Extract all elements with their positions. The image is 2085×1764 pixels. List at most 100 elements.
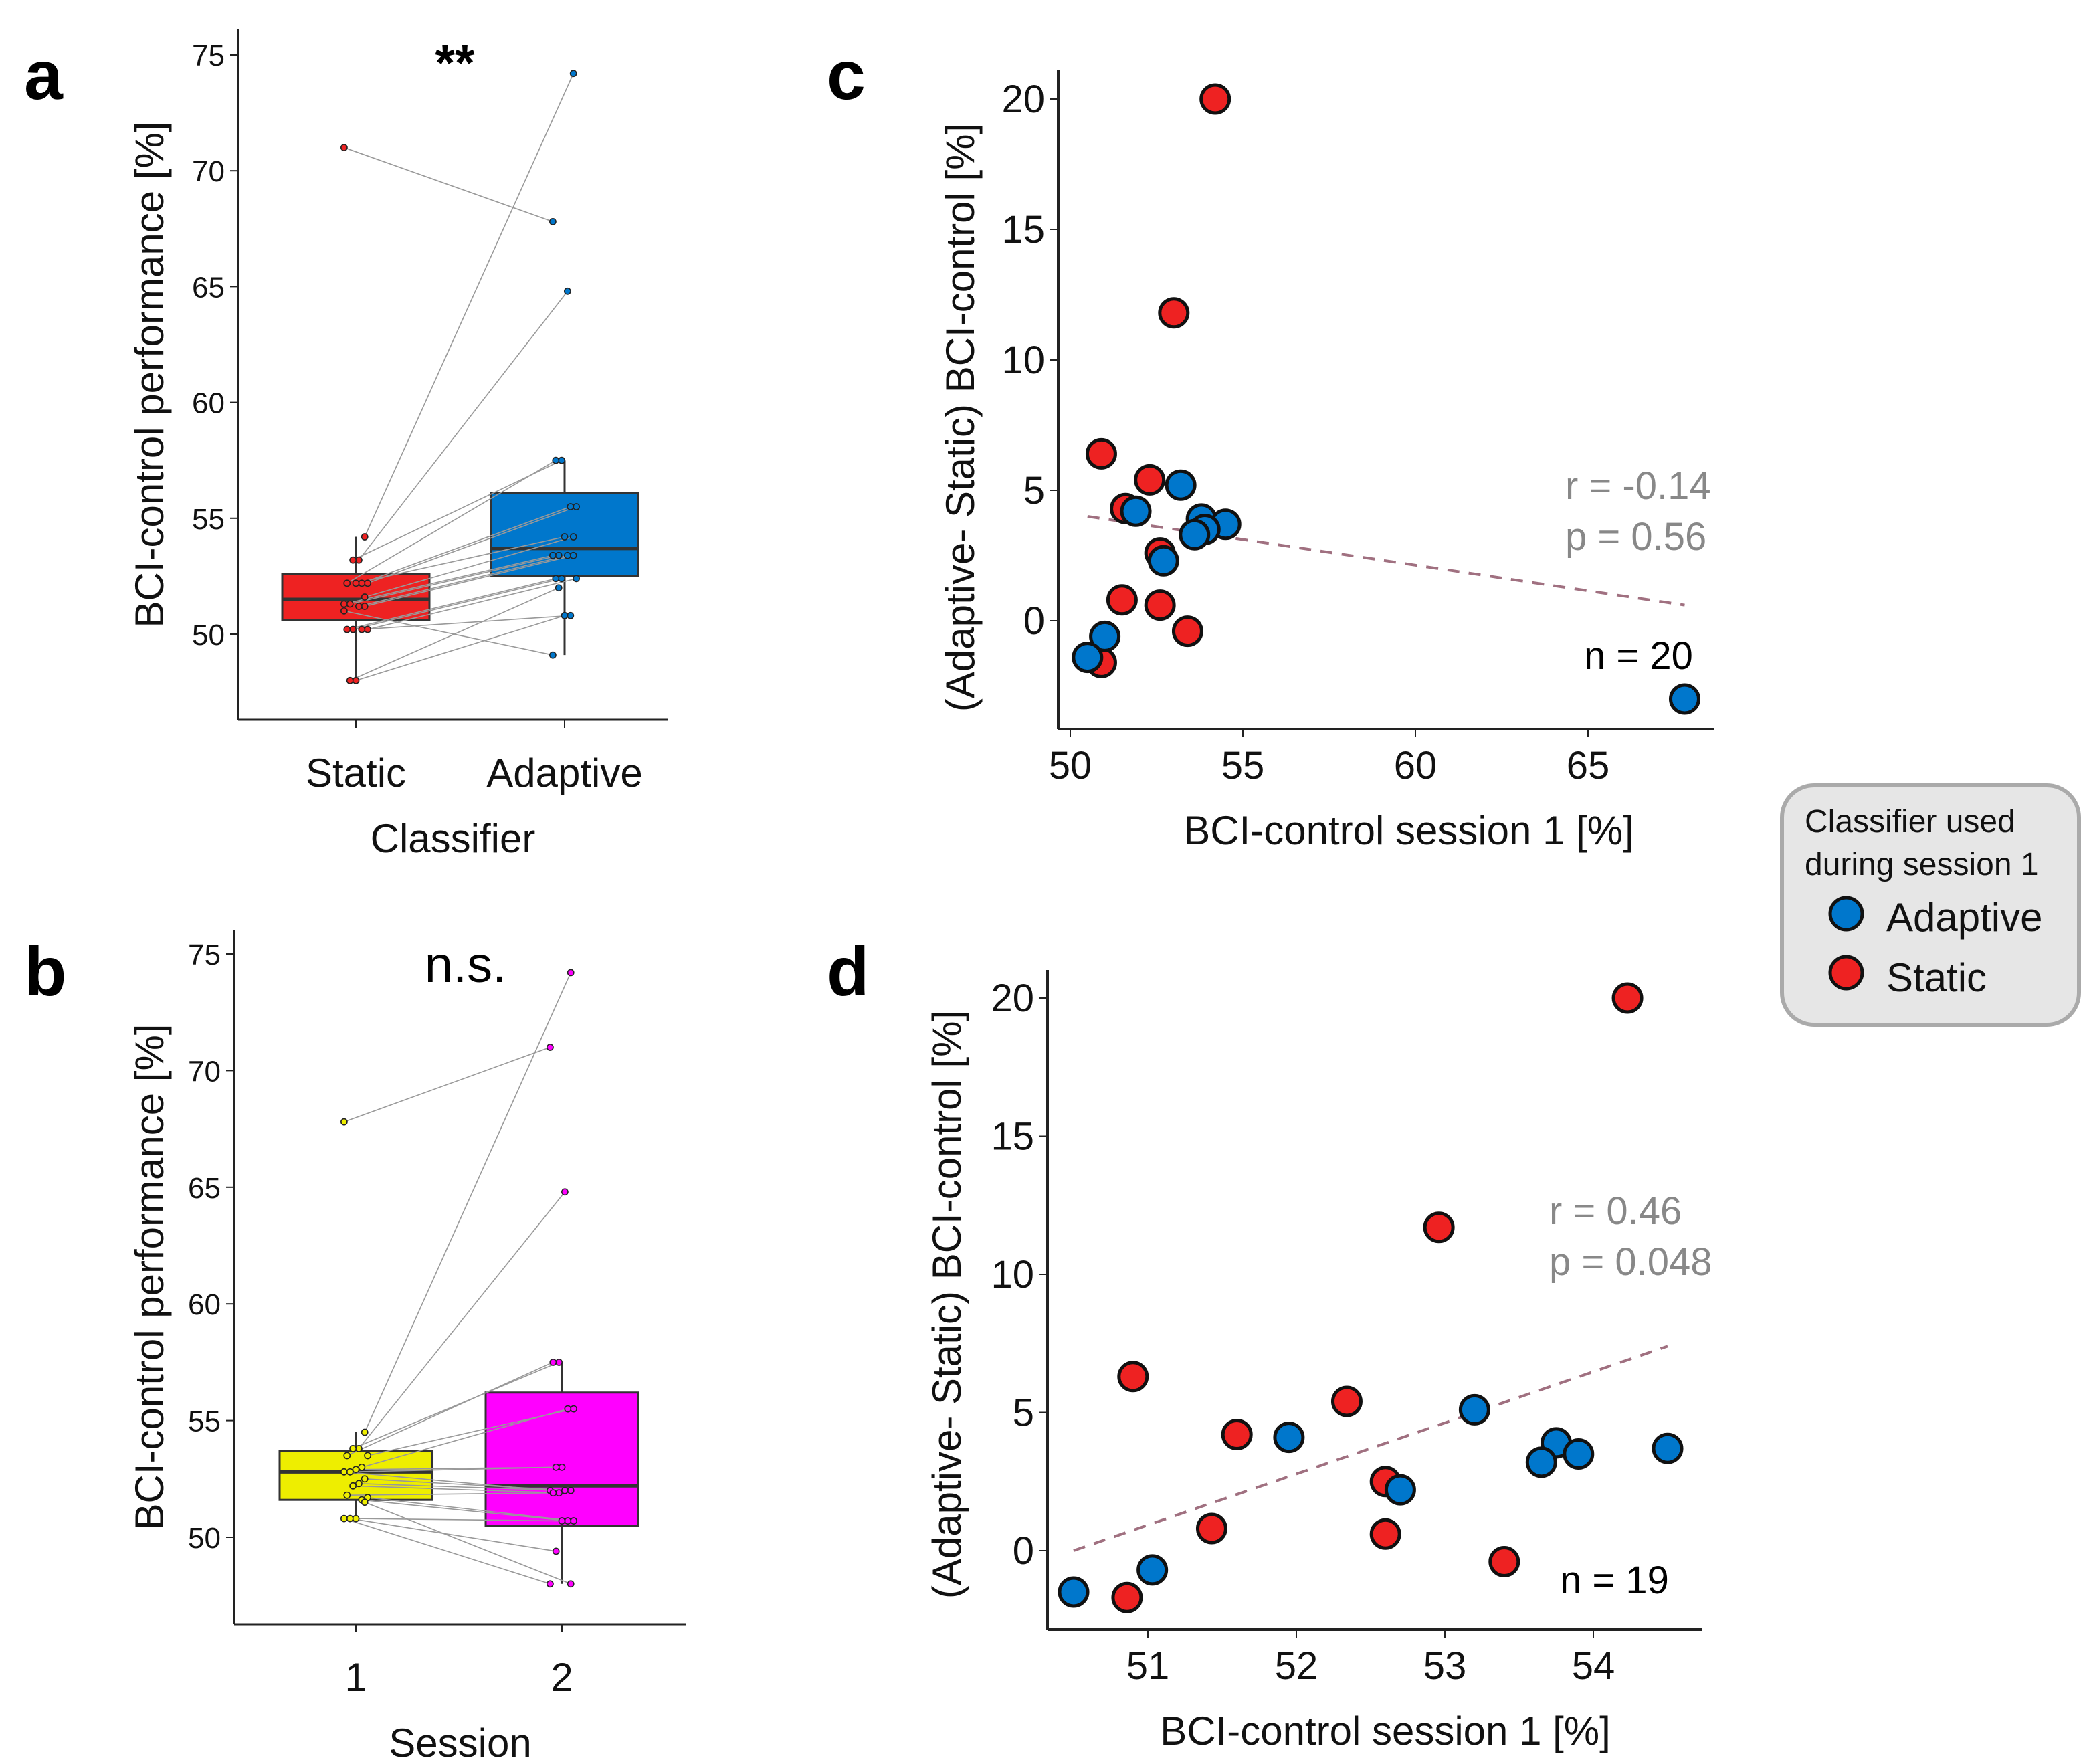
data-point — [346, 676, 354, 684]
data-point — [340, 144, 348, 151]
data-point — [569, 533, 577, 541]
x-tick-label: 54 — [1572, 1644, 1615, 1688]
x-axis-title: BCI-control session 1 [%] — [1183, 808, 1634, 853]
data-point — [567, 1486, 575, 1494]
data-point — [549, 1359, 557, 1366]
data-point — [573, 575, 580, 583]
data-point-adaptive — [1668, 683, 1700, 715]
panel-label-a: a — [24, 37, 64, 114]
data-point — [340, 607, 348, 615]
pair-line — [350, 1518, 557, 1552]
correlation-r-label: r = 0.46 — [1549, 1189, 1682, 1233]
data-point-adaptive — [1563, 1438, 1595, 1470]
data-point — [361, 1475, 369, 1483]
pair-line — [350, 555, 559, 605]
panel-c-scatter: 0 5 10 15 20 50 55 60 65 BCI-control session 1 [%… — [938, 70, 1714, 853]
data-point — [340, 600, 348, 608]
significance-label: n.s. — [425, 937, 507, 993]
data-point-adaptive — [1179, 518, 1211, 551]
legend-title-line1: Classifier used — [1805, 804, 2015, 840]
panel-label-d: d — [827, 933, 870, 1011]
y-tick-label: 50 — [192, 619, 225, 652]
data-point — [346, 600, 354, 608]
y-axis-title: BCI-control performance [%] — [127, 1024, 172, 1531]
data-point — [355, 603, 363, 610]
data-point — [358, 1463, 366, 1471]
y-tick-label: 20 — [991, 977, 1034, 1020]
data-point — [552, 1547, 560, 1555]
legend: Classifier used during session 1 Adaptiv… — [1780, 783, 2081, 1027]
pair-line — [346, 1492, 553, 1496]
pair-line — [367, 578, 577, 630]
pair-line — [350, 1466, 557, 1473]
data-point-static — [1111, 1581, 1143, 1613]
data-point-static — [1330, 1385, 1363, 1417]
data-point — [552, 456, 560, 464]
data-point — [547, 1044, 554, 1051]
data-point — [361, 1428, 369, 1436]
y-tick-label: 70 — [192, 155, 225, 188]
data-point — [355, 556, 363, 564]
y-tick-label: 15 — [991, 1115, 1034, 1159]
data-point-static — [1134, 464, 1166, 496]
pair-line — [359, 555, 568, 607]
data-point — [364, 579, 371, 587]
data-point — [555, 1359, 563, 1366]
data-point — [352, 1514, 360, 1523]
x-axis-title: BCI-control session 1 [%] — [1160, 1708, 1611, 1753]
data-point — [549, 218, 557, 225]
data-point — [567, 969, 575, 977]
data-point — [361, 533, 369, 541]
x-tick-label: 52 — [1275, 1644, 1318, 1688]
data-point — [567, 611, 575, 619]
data-point — [564, 287, 571, 295]
data-point-adaptive — [1525, 1446, 1557, 1478]
data-point — [343, 1491, 351, 1499]
pair-line — [355, 536, 565, 584]
data-point — [346, 1468, 354, 1476]
data-point — [547, 1580, 554, 1588]
data-point — [352, 579, 360, 587]
panel-b-boxplot: 50 55 60 65 70 75 1 2 Session BCI-control perform… — [127, 930, 686, 1764]
legend-adaptive-label: Adaptive — [1886, 895, 2043, 940]
pair-line — [364, 1501, 571, 1585]
data-point — [358, 579, 366, 587]
data-point-adaptive — [1072, 642, 1104, 674]
x-axis-title: Classifier — [371, 816, 536, 861]
legend-static-marker — [1828, 955, 1864, 991]
data-point — [352, 676, 360, 684]
x-axis-title: Session — [389, 1721, 531, 1764]
data-point — [558, 1463, 566, 1471]
pair-line — [346, 460, 557, 584]
pair-line — [365, 1478, 571, 1492]
data-point — [569, 70, 577, 78]
data-point-adaptive — [1652, 1432, 1684, 1464]
y-tick-label: 55 — [192, 503, 225, 536]
data-point-static — [1144, 589, 1176, 621]
data-point-static — [1369, 1518, 1401, 1550]
panel-label-b: b — [24, 933, 67, 1011]
pair-line — [346, 1361, 554, 1456]
data-point — [561, 1486, 569, 1494]
pair-line — [353, 578, 562, 630]
y-tick-label: 10 — [1001, 338, 1045, 382]
sample-size-label: n = 19 — [1560, 1559, 1669, 1602]
data-point — [555, 584, 563, 592]
data-point — [361, 1498, 369, 1506]
y-tick-label: 0 — [1013, 1529, 1034, 1573]
data-point-static — [1085, 437, 1117, 470]
regression-line — [1073, 1345, 1668, 1552]
pair-line — [353, 1361, 559, 1450]
data-point — [569, 551, 577, 559]
pair-line — [344, 610, 553, 656]
y-tick-label: 0 — [1023, 599, 1045, 643]
data-point — [361, 603, 369, 610]
data-point — [558, 575, 565, 583]
data-point — [549, 551, 557, 559]
panel-label-c: c — [827, 37, 866, 114]
data-point — [555, 551, 563, 559]
data-point-adaptive — [1273, 1422, 1305, 1454]
y-tick-label: 15 — [1001, 208, 1045, 252]
data-point-static — [1199, 83, 1231, 115]
